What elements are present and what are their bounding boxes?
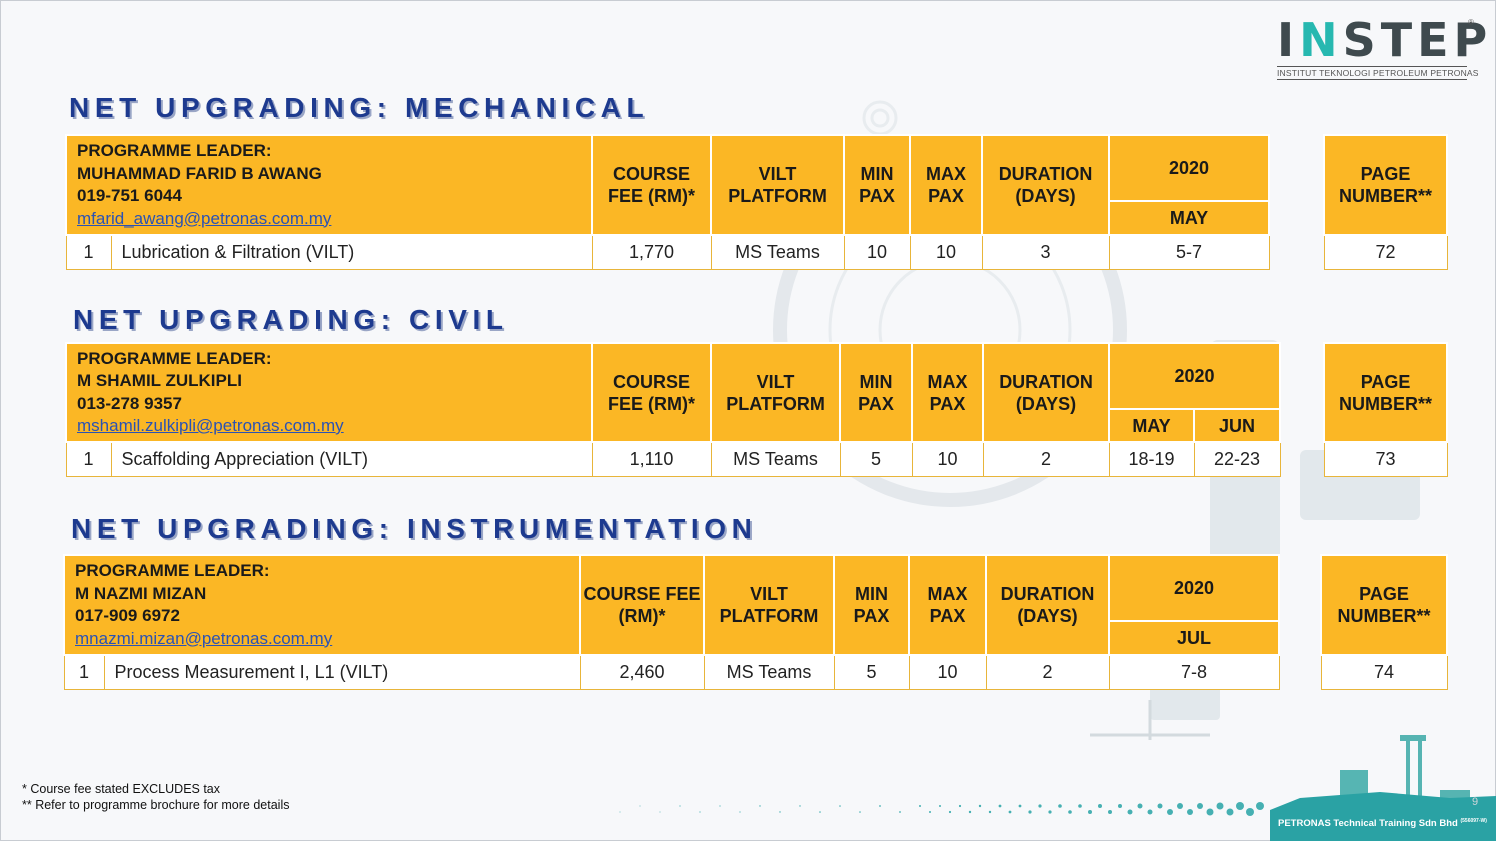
company-name: PETRONAS Technical Training Sdn Bhd <box>1278 818 1458 830</box>
course-min-pax: 5 <box>833 654 910 690</box>
programme-leader-info: PROGRAMME LEADER: MUHAMMAD FARID B AWANG… <box>64 134 594 236</box>
header-course-fee: COURSE FEE (RM)* <box>591 342 713 443</box>
header-max-pax: MAX PAX <box>908 554 987 656</box>
header-min-pax: MIN PAX <box>833 554 910 656</box>
footnote-brochure: ** Refer to programme brochure for more … <box>22 797 290 812</box>
course-page-number: 74 <box>1320 654 1448 690</box>
header-course-fee: COURSE FEE (RM)* <box>579 554 705 656</box>
course-date: 7-8 <box>1108 654 1280 690</box>
header-min-pax: MIN PAX <box>839 342 914 443</box>
header-year: 2020 <box>1108 134 1271 202</box>
header-month: MAY <box>1108 200 1271 236</box>
header-year: 2020 <box>1108 554 1280 622</box>
course-platform: MS Teams <box>703 654 835 690</box>
course-max-pax: 10 <box>908 654 987 690</box>
course-name: Lubrication & Filtration (VILT) <box>110 234 593 270</box>
leader-phone: 017-909 6972 <box>75 606 180 625</box>
course-fee: 1,770 <box>591 234 712 270</box>
logo-wordmark: INSTEP <box>1277 13 1493 67</box>
header-page-number: PAGE NUMBER** <box>1323 342 1449 443</box>
column-gap <box>1269 135 1324 269</box>
header-min-pax: MIN PAX <box>843 134 912 236</box>
course-number: 1 <box>63 654 105 690</box>
course-page-number: 73 <box>1323 441 1448 477</box>
header-vilt-platform: VILT PLATFORM <box>710 134 846 236</box>
column-gap <box>1279 555 1321 689</box>
column-gap <box>1280 343 1324 476</box>
course-page-number: 72 <box>1323 234 1448 270</box>
footnotes: * Course fee stated EXCLUDES tax ** Refe… <box>22 782 289 813</box>
header-month: JUN <box>1193 408 1282 443</box>
header-max-pax: MAX PAX <box>909 134 984 236</box>
course-duration: 2 <box>982 441 1110 477</box>
header-vilt-platform: VILT PLATFORM <box>703 554 835 656</box>
leader-label: PROGRAMME LEADER: <box>77 348 272 368</box>
slide-page-number: 9 <box>1472 796 1479 808</box>
header-max-pax: MAX PAX <box>911 342 985 443</box>
course-table-instrumentation: PROGRAMME LEADER: M NAZMI MIZAN 017-909 … <box>63 554 1448 690</box>
leader-phone: 013-278 9357 <box>77 393 182 413</box>
header-vilt-platform: VILT PLATFORM <box>710 342 842 443</box>
header-course-fee: COURSE FEE (RM)* <box>591 134 713 236</box>
course-fee: 2,460 <box>579 654 705 690</box>
header-duration: DURATION (DAYS) <box>982 342 1111 443</box>
course-date: 22-23 <box>1193 441 1281 477</box>
course-duration: 3 <box>981 234 1110 270</box>
section-title-civil: NET UPGRADING: CIVIL <box>73 304 509 335</box>
leader-name: MUHAMMAD FARID B AWANG <box>77 163 322 183</box>
course-min-pax: 10 <box>843 234 911 270</box>
footnote-tax: * Course fee stated EXCLUDES tax <box>22 782 221 796</box>
instep-logo: INSTEP ® INSTITUT TEKNOLOGI PETROLEUM PE… <box>1277 13 1493 80</box>
header-month: JUL <box>1108 620 1280 656</box>
section-title-mechanical: NET UPGRADING: MECHANICAL <box>69 92 650 123</box>
course-min-pax: 5 <box>839 441 913 477</box>
course-platform: MS Teams <box>710 234 845 270</box>
leader-email-link[interactable]: mnazmi.mizan@petronas.com.my <box>75 628 333 648</box>
leader-email-link[interactable]: mfarid_awang@petronas.com.my <box>77 208 332 228</box>
course-table-mechanical: PROGRAMME LEADER: MUHAMMAD FARID B AWANG… <box>64 134 1449 270</box>
programme-leader-info: PROGRAMME LEADER: M SHAMIL ZULKIPLI 013-… <box>64 342 594 443</box>
course-fee: 1,110 <box>591 441 712 477</box>
course-date: 18-19 <box>1108 441 1195 477</box>
footer-company-name: PETRONAS Technical Training Sdn Bhd (556… <box>1278 818 1487 829</box>
registered-mark: ® <box>1468 18 1474 27</box>
header-page-number: PAGE NUMBER** <box>1320 554 1448 656</box>
logo-subtitle: INSTITUT TEKNOLOGI PETROLEUM PETRONAS <box>1277 66 1479 80</box>
leader-label: PROGRAMME LEADER: <box>77 141 272 160</box>
leader-email-link[interactable]: mshamil.zulkipli@petronas.com.my <box>77 416 344 435</box>
leader-name: M NAZMI MIZAN <box>75 583 207 603</box>
section-title-instrumentation: NET UPGRADING: INSTRUMENTATION <box>71 513 758 544</box>
leader-phone: 019-751 6044 <box>77 186 182 205</box>
course-name: Scaffolding Appreciation (VILT) <box>110 441 593 477</box>
header-month: MAY <box>1108 408 1196 443</box>
course-duration: 2 <box>985 654 1110 690</box>
course-platform: MS Teams <box>710 441 841 477</box>
leader-name: M SHAMIL ZULKIPLI <box>77 371 242 390</box>
course-max-pax: 10 <box>909 234 983 270</box>
header-duration: DURATION (DAYS) <box>981 134 1111 236</box>
header-year: 2020 <box>1108 342 1282 410</box>
course-number: 1 <box>65 234 112 270</box>
header-page-number: PAGE NUMBER** <box>1323 134 1449 236</box>
course-table-civil: PROGRAMME LEADER: M SHAMIL ZULKIPLI 013-… <box>64 342 1449 477</box>
course-number: 1 <box>65 441 112 477</box>
course-name: Process Measurement I, L1 (VILT) <box>103 654 581 690</box>
company-reg: (556097-W) <box>1460 818 1487 824</box>
course-date: 5-7 <box>1108 234 1270 270</box>
programme-leader-info: PROGRAMME LEADER: M NAZMI MIZAN 017-909 … <box>63 554 581 656</box>
course-max-pax: 10 <box>911 441 984 477</box>
header-duration: DURATION (DAYS) <box>985 554 1110 656</box>
leader-label: PROGRAMME LEADER: <box>75 561 270 580</box>
